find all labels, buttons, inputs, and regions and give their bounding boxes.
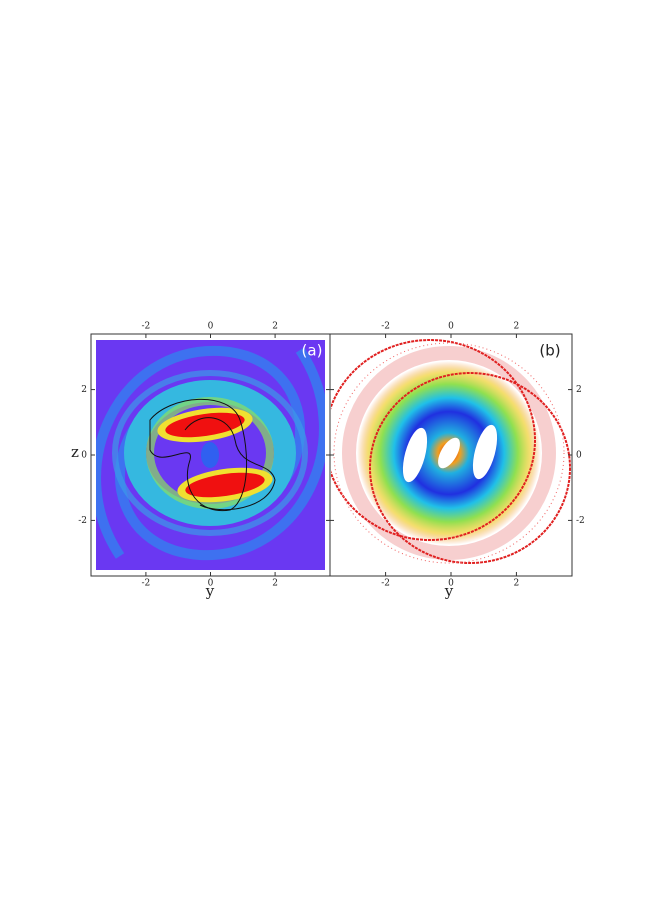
x-tick-label: 2	[514, 579, 520, 589]
x-tick-label: 2	[272, 322, 278, 332]
x-tick-label: 0	[448, 579, 454, 589]
panel-label: (b)	[539, 342, 560, 360]
density-map	[96, 340, 325, 570]
x-tick-label: 0	[208, 579, 214, 589]
panel-label: (a)	[302, 342, 323, 360]
x-tick-label: 0	[448, 322, 454, 332]
y-tick-label: 0	[81, 451, 87, 461]
y-tick-label: 0	[576, 451, 582, 461]
x-tick-label: -2	[142, 322, 151, 332]
x-tick-label: -2	[381, 579, 390, 589]
x-tick-label: 2	[272, 579, 278, 589]
x-tick-label: 0	[208, 322, 214, 332]
x-axis-label: y	[444, 582, 454, 600]
y-axis-label: z	[71, 443, 79, 461]
y-tick-label: -2	[576, 516, 585, 526]
y-tick-label: 2	[576, 385, 582, 395]
x-axis-label: y	[205, 582, 215, 600]
x-tick-label: -2	[381, 322, 390, 332]
y-tick-label: 2	[81, 385, 87, 395]
x-tick-label: 2	[514, 322, 520, 332]
x-tick-label: -2	[142, 579, 151, 589]
y-tick-label: -2	[78, 516, 87, 526]
particle-map	[331, 339, 571, 564]
